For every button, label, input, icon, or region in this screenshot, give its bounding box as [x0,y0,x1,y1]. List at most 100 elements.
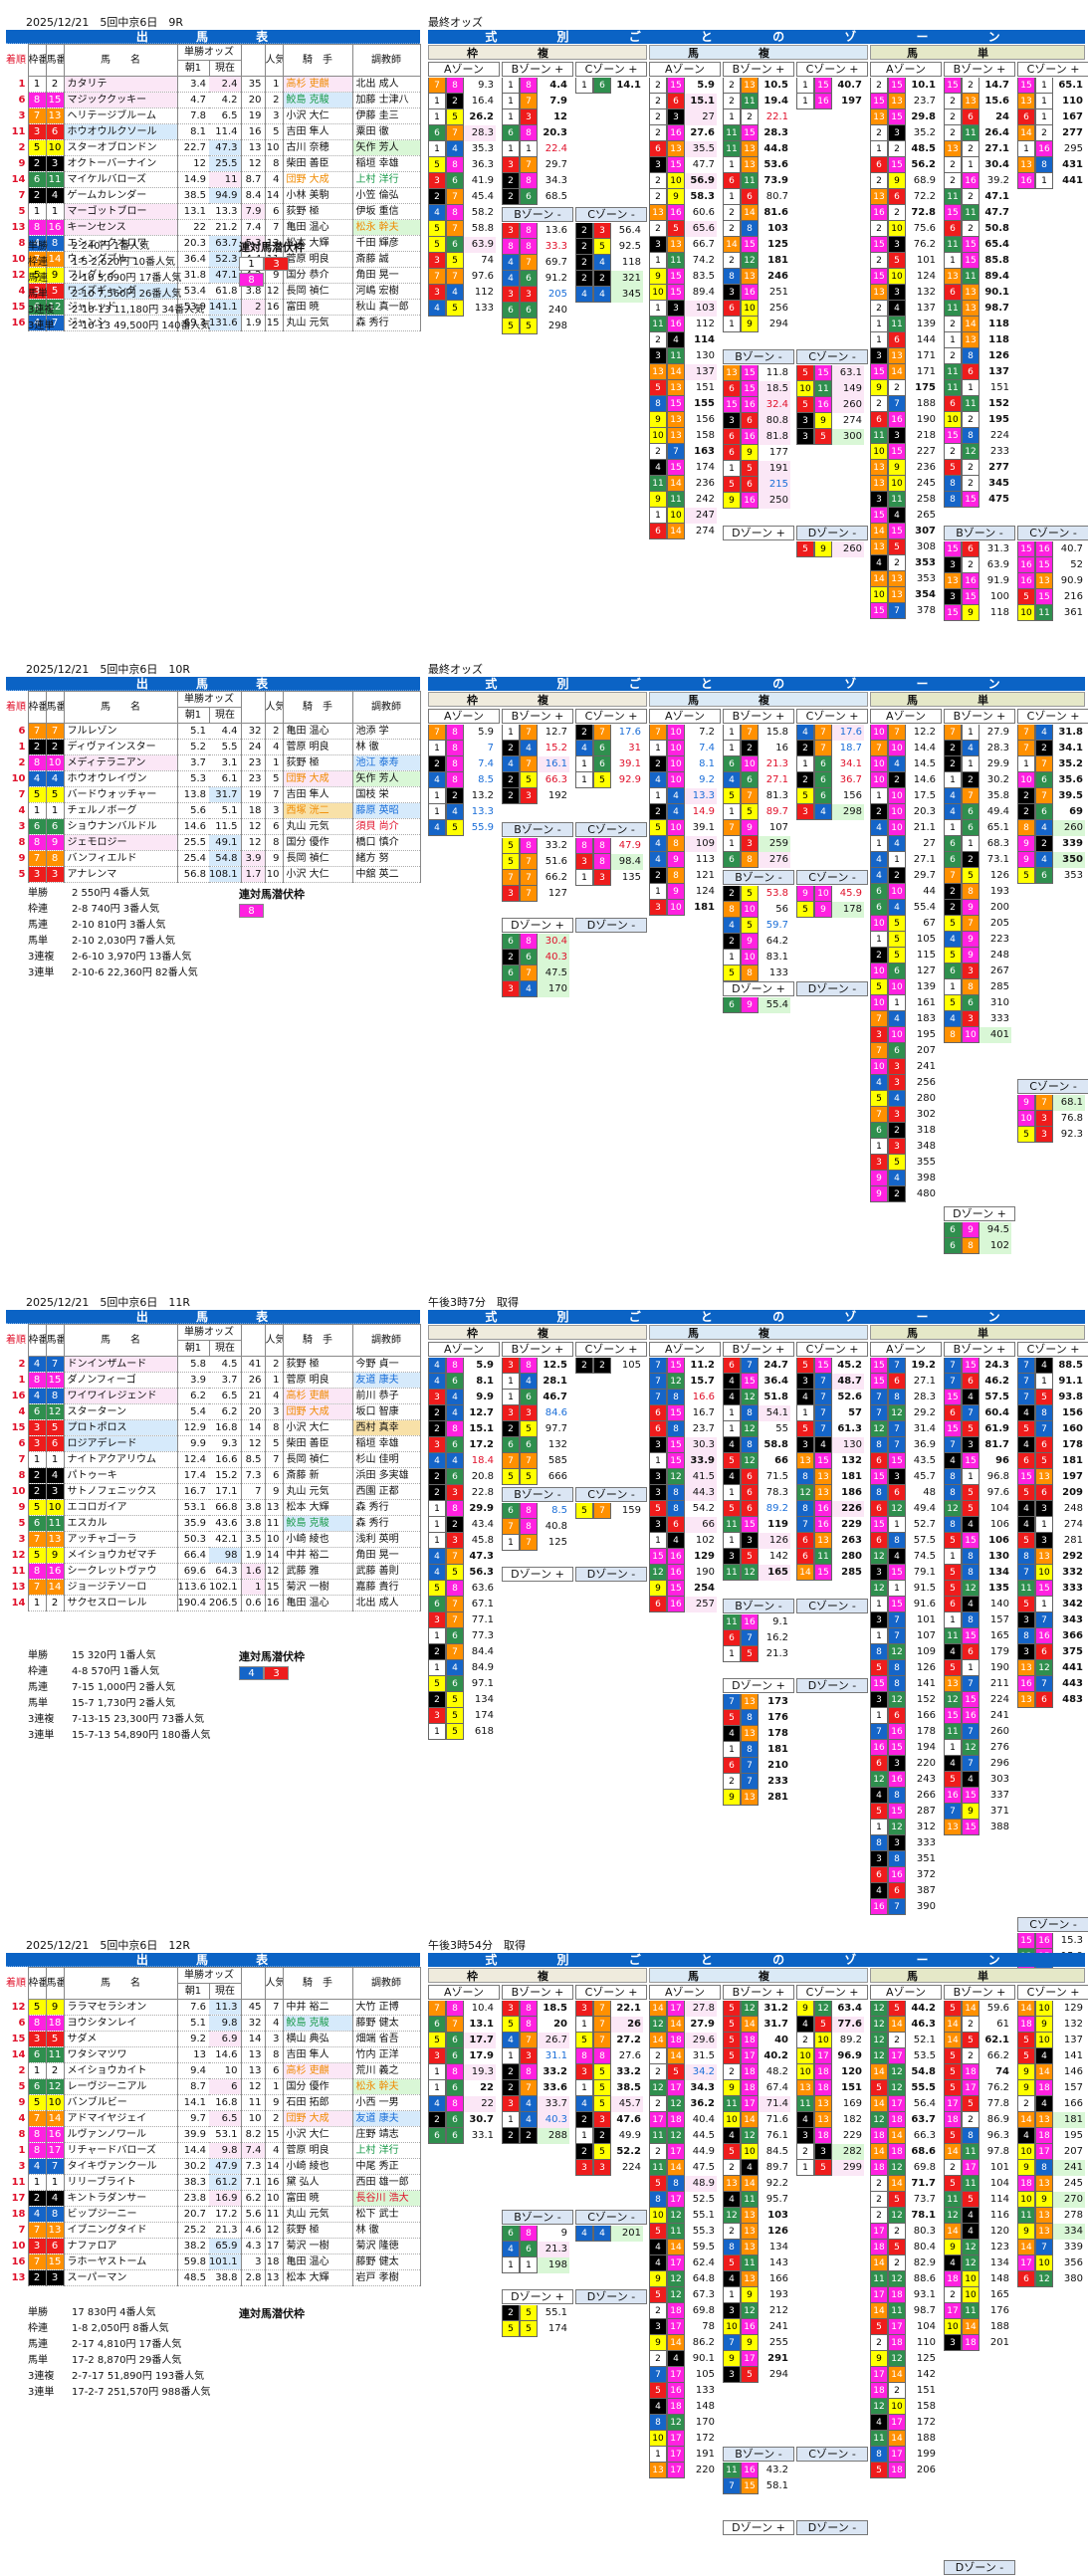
combo-odds: 83.1 [765,952,788,963]
combo-odds: 115 [916,950,936,961]
expected-value: 5.6 [240,2206,265,2223]
zone-row: 2 13 126 [723,2224,794,2240]
combo-second: 6 [446,1469,464,1485]
combo-odds: 39.5 [1058,790,1083,801]
combo-odds: 71.7 [911,2178,936,2189]
zone-table-umaren-A: Aゾーン 7 10 7.2 1 10 7.4 2 10 8.1 4 10 9.2 1 4 13.3 2 4 14.9… [649,709,721,916]
combo-second: 9 [741,934,759,950]
zone-row: 1 2 43.4 [428,1517,500,1533]
zone-row: 4 8 58.8 [723,1437,794,1453]
entry-row: 12 5 9 ララマセラシオン 7.6 11.3 45 7 中井 裕二 大竹 正博 [6,1999,421,2016]
zone-header: Dゾーン + [723,1678,794,1693]
combo-odds: 26 [611,2017,643,2033]
zone-row: 16 7 443 [1017,1676,1088,1692]
popularity: 1 [264,1372,283,1389]
combo-second: 10 [667,508,685,524]
combo-first: 4 [502,271,520,287]
zone-row: 5 7 205 [944,916,1015,932]
combo-second: 1 [1035,1517,1053,1533]
combo-second: 14 [667,476,685,492]
zone-row: 5 8 96.3 [944,2128,1015,2144]
morning-odds: 35.9 [176,1515,209,1532]
combo-odds: 91.5 [913,1583,936,1594]
zone-row: 9 17 291 [723,2351,794,2367]
combo-odds: 55.3 [692,2226,715,2237]
zone-row: 11 13 44.8 [723,141,794,157]
combo-first: 1 [796,756,814,772]
zone-row: 5 16 260 [796,397,868,413]
zone-row: 1 13 53.6 [723,157,794,173]
zone-row: 5 4 303 [944,1772,1015,1788]
combo-odds: 71.6 [765,2114,788,2125]
frame-number: 3 [27,123,46,140]
combo-second: 5 [593,2144,611,2160]
combo-second: 8 [741,1437,759,1453]
combo-second: 17 [962,2160,979,2176]
zone-row: 3 5 174 [428,1708,500,1724]
zone-row: 9 12 125 [870,2351,942,2367]
combo-first: 10 [649,2431,667,2447]
combo-odds: 55.5 [911,2082,936,2093]
combo-second: 7 [1035,1676,1053,1692]
entry-row: 1 8 17 リチャードバローズ 14.4 9.8 7.4 4 菅原 明良 上村 洋行 [6,2142,421,2159]
combo-second: 13 [1035,2176,1053,2192]
jockey: 丸山 元気 [282,2206,352,2223]
jockey: 黛 弘人 [282,2174,352,2191]
combo-first: 1 [575,2017,593,2033]
zone-table-umaren-Bm: Bゾーン -11 16 9.1 6 7 16.2 1 5 21.3 [723,1599,794,1662]
combo-second: 13 [667,412,685,428]
combo-second: 5 [888,948,906,964]
morning-odds: 59.8 [176,2254,209,2270]
combo-second: 11 [741,2255,759,2271]
zone-row: 1 11 74.2 [649,253,721,269]
combo-first: 1 [796,2160,814,2176]
combo-first: 5 [944,2001,962,2017]
jockey: 丸山 元気 [282,1483,352,1500]
jockey: 富田 暁 [282,299,352,316]
combo-first: 6 [723,301,741,317]
combo-first: 1 [723,1533,741,1549]
zone-row: 1 6 65.1 [944,820,1015,836]
zone-row: 11 14 188 [870,2431,942,2447]
horse-number: 9 [45,834,64,851]
combo-second: 17 [962,2080,979,2096]
combo-odds: 29.7 [913,870,936,881]
combo-second: 10 [962,1027,979,1043]
combo-second: 5 [962,2033,979,2048]
combo-first: 16 [1017,173,1035,189]
combo-first: 3 [944,2335,962,2351]
combo-odds: 78 [702,2321,715,2332]
combo-first: 1 [1017,756,1035,772]
combo-odds: 53.6 [763,159,788,170]
horse-name: アドマイヤジェイ [63,2110,177,2127]
combo-first: 6 [944,285,962,301]
zone-row: 3 11 130 [649,348,721,364]
combo-odds: 40.7 [1060,543,1083,554]
combo-first: 1 [502,78,520,94]
combo-odds: 142 [768,1551,788,1562]
zone-row: 10 4 14.5 [870,756,942,772]
combo-second: 8 [593,854,611,870]
horse-number: 3 [45,866,64,883]
combo-odds: 85.8 [984,255,1009,266]
combo-first: 15 [944,541,962,557]
combo-first: 4 [428,1549,446,1565]
trainer: 藤原 英昭 [351,802,421,819]
combo-first: 1 [649,2447,667,2463]
zone-row: 3 8 13.6 [502,223,573,239]
zone-row: 5 1 190 [944,1660,1015,1676]
trainer: 藤野 健太 [351,2254,421,2270]
frame-number: 7 [27,2222,46,2239]
combo-odds: 29.9 [469,1503,494,1514]
col-now: 現在 [208,707,242,724]
bet-type: 馬連 [28,273,48,284]
combo-second: 15 [962,1453,979,1469]
zone-row: 4 10 9.2 [649,772,721,788]
zone-row: 2 10 75.6 [870,221,942,237]
combo-odds: 260 [1053,820,1085,836]
entry-table-title: 出 馬 表 [6,1310,420,1324]
combo-second: 7 [962,1756,979,1772]
combo-odds: 281 [1063,1535,1083,1546]
zone-row: 11 6 137 [944,364,1015,380]
combo-first: 2 [502,173,520,189]
